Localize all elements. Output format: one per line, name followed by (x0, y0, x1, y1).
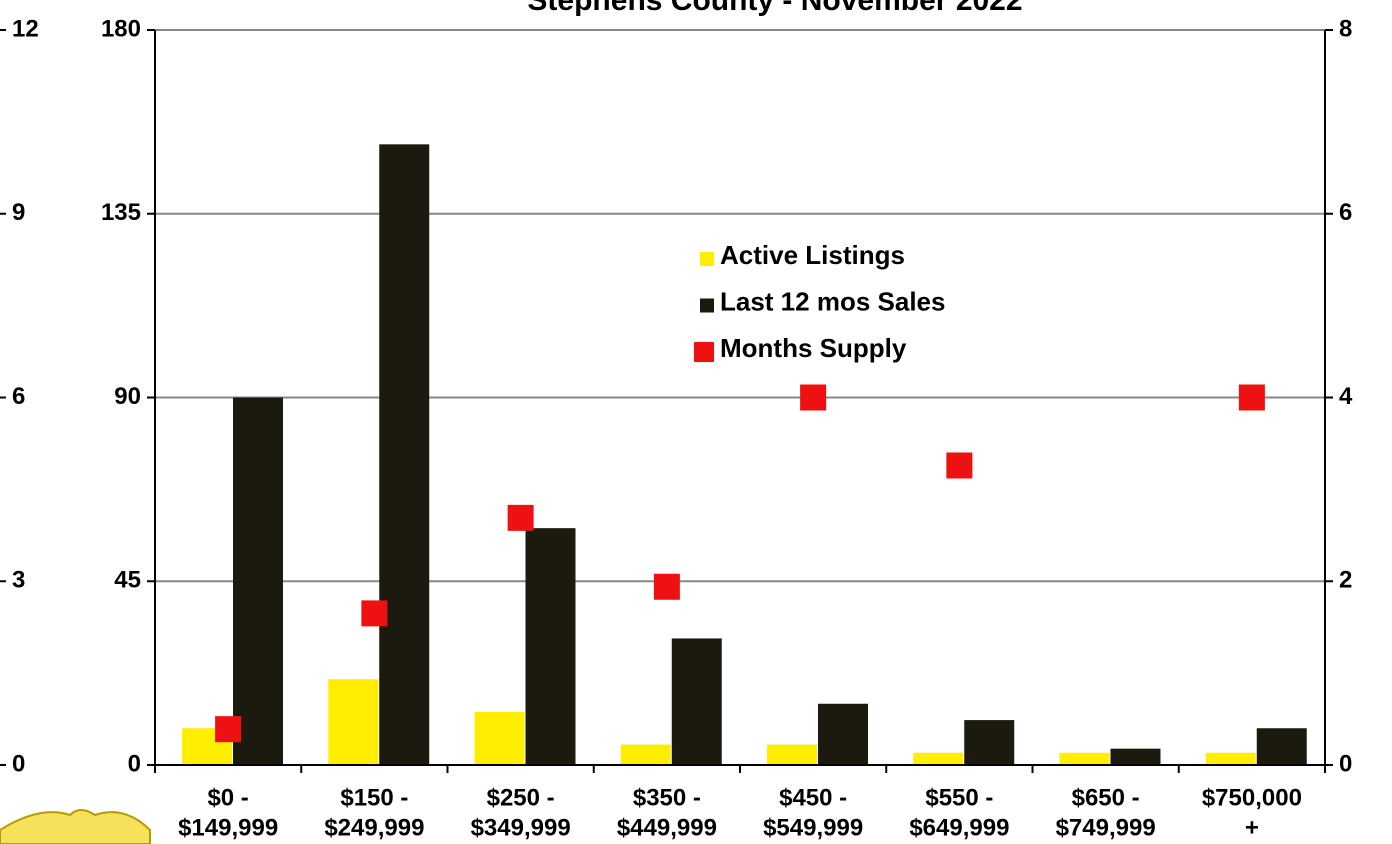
y2-tick-label: 6 (1339, 199, 1352, 226)
x-tick-label: $649,999 (909, 814, 1009, 841)
bar (1205, 752, 1256, 765)
x-tick-label: $349,999 (471, 814, 571, 841)
y-tick-label: 0 (128, 750, 141, 777)
bar (620, 744, 671, 765)
y3-tick-label: 6 (12, 383, 25, 410)
y2-tick-label: 2 (1339, 567, 1352, 594)
marker (215, 716, 242, 743)
x-tick-label: $449,999 (617, 814, 717, 841)
logo (0, 809, 151, 844)
x-tick-label: $249,999 (324, 814, 424, 841)
x-tick-label: $150 - (340, 784, 408, 811)
x-tick-label: $149,999 (178, 814, 278, 841)
bar (233, 397, 283, 765)
y3-tick-label: 3 (12, 567, 25, 594)
bar (328, 679, 379, 765)
bar (1110, 748, 1161, 765)
y-tick-label: 90 (114, 383, 141, 410)
bar (671, 638, 722, 765)
x-tick-label: $549,999 (763, 814, 863, 841)
legend-swatch (694, 342, 714, 362)
x-tick-label: $350 - (633, 784, 701, 811)
y3-tick-label: 0 (12, 750, 25, 777)
x-tick-label: $749,999 (1056, 814, 1156, 841)
legend-label: Last 12 mos Sales (720, 286, 945, 316)
marker (507, 504, 534, 531)
x-tick-label: $0 - (207, 784, 248, 811)
marker (361, 600, 388, 627)
x-tick-label: $450 - (779, 784, 847, 811)
x-tick-label: + (1245, 814, 1259, 841)
marker (1238, 384, 1265, 411)
marker (800, 384, 827, 411)
chart-title: Stephens County - November 2022 (527, 0, 1022, 17)
y3-tick-label: 9 (12, 199, 25, 226)
marker (653, 573, 680, 600)
bar (913, 752, 964, 765)
bar (379, 144, 430, 766)
bar (1059, 752, 1110, 765)
x-tick-label: $550 - (925, 784, 993, 811)
y-tick-label: 135 (101, 199, 141, 226)
bar (818, 703, 868, 765)
y2-tick-label: 4 (1339, 383, 1353, 410)
legend-label: Active Listings (720, 240, 905, 270)
x-tick-label: $750,000 (1202, 784, 1302, 811)
bar (964, 720, 1015, 765)
bar (474, 711, 525, 765)
x-tick-label: $650 - (1072, 784, 1140, 811)
legend-swatch (700, 252, 714, 266)
y3-tick-label: 12 (12, 15, 39, 42)
bar (767, 744, 817, 765)
y2-tick-label: 8 (1339, 15, 1352, 42)
marker (946, 452, 973, 479)
y2-tick-label: 0 (1339, 750, 1352, 777)
bar (525, 528, 576, 765)
y-tick-label: 180 (101, 15, 141, 42)
bar (1256, 728, 1307, 765)
legend-swatch (700, 298, 714, 313)
x-tick-label: $250 - (487, 784, 555, 811)
y-tick-label: 45 (114, 567, 141, 594)
legend-label: Months Supply (720, 333, 907, 363)
